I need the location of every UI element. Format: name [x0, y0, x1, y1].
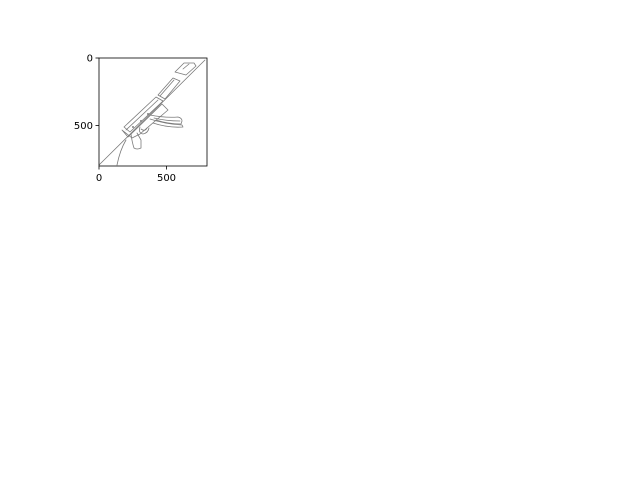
receiver-upper [123, 96, 164, 133]
x-tick-label: 0 [96, 173, 102, 184]
barrel [174, 62, 197, 76]
sling-lower-curve [116, 139, 127, 166]
magazine-ridge [153, 117, 181, 122]
pistol-grip [130, 132, 142, 150]
trigger-guard [139, 126, 150, 135]
receiver-body [121, 103, 169, 139]
receiver-pin-2 [146, 113, 149, 116]
y-axis-ticks: 0 500 [74, 54, 99, 132]
receiver-pin-1 [131, 126, 134, 129]
magazine-outer [149, 114, 183, 125]
x-axis-ticks: 0 500 [96, 166, 176, 184]
receiver-pin-3 [139, 120, 142, 123]
x-tick-label: 500 [157, 173, 176, 184]
trigger [140, 127, 148, 131]
sling-line [98, 59, 206, 166]
y-tick-label: 500 [74, 121, 93, 132]
handguard [157, 77, 181, 100]
plot-area [98, 59, 206, 166]
receiver-line [125, 99, 159, 131]
axes-frame [98, 57, 208, 167]
magazine-lower [149, 118, 184, 128]
handguard-inner [159, 79, 175, 97]
y-tick-label: 0 [87, 54, 93, 65]
barrel-detail [182, 63, 190, 70]
rifle-drawing-image [98, 59, 206, 166]
